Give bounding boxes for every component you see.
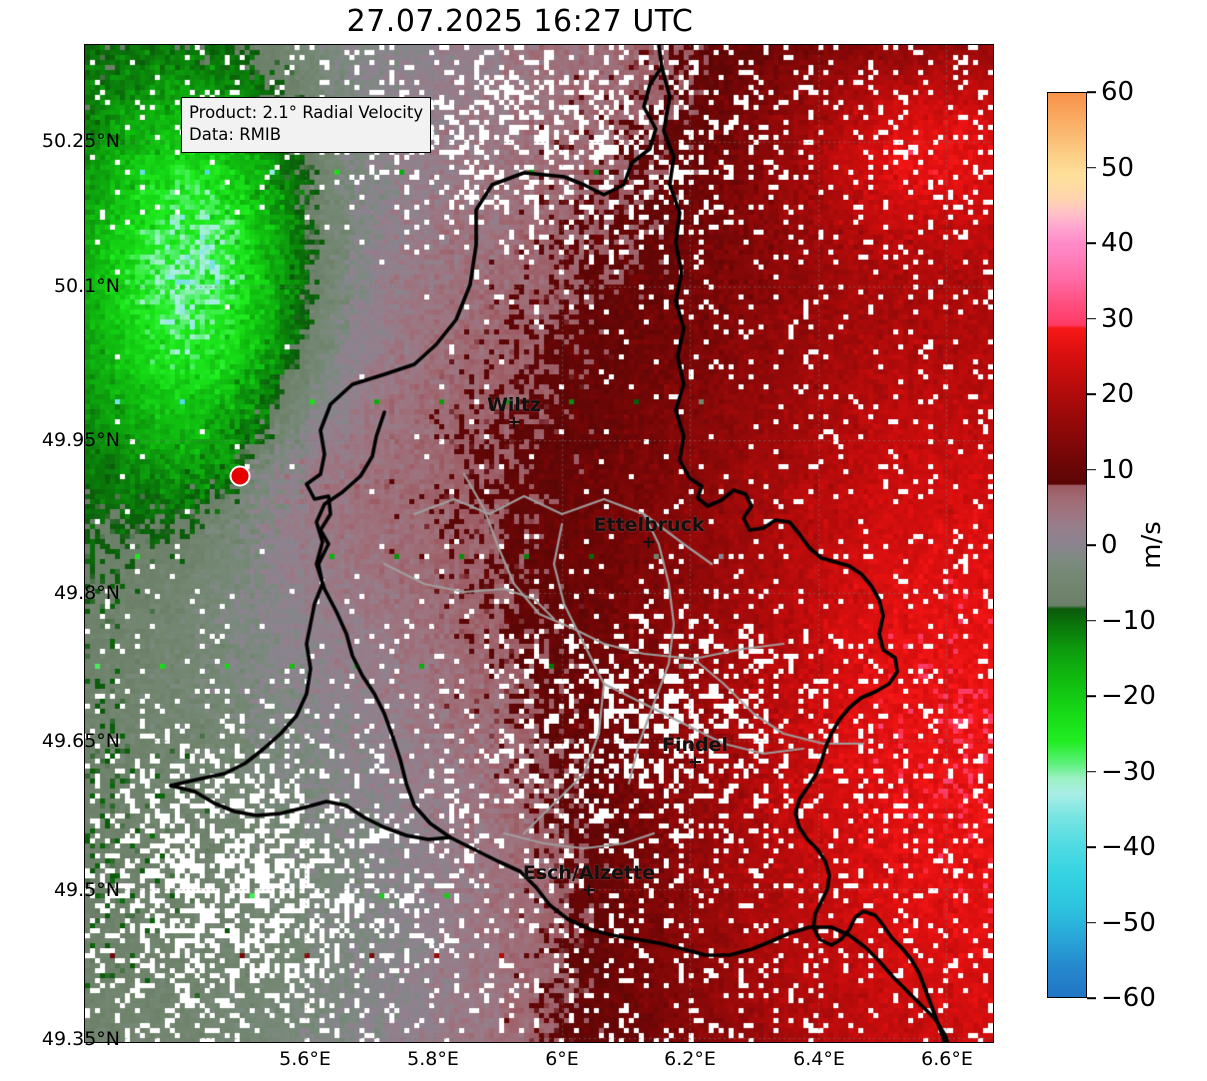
lon-tick-label: 6.4°E xyxy=(793,1048,845,1070)
lon-tick-label: 6°E xyxy=(545,1048,579,1070)
colorbar-tick-label: −10 xyxy=(1101,605,1156,636)
radar-site-icon xyxy=(229,465,251,487)
colorbar-tick-label: 30 xyxy=(1101,303,1135,334)
colorbar[interactable]: 60 50 40 30 20 10 0 −10 −20 −30 −40 −50 −60 xyxy=(1047,77,1156,1013)
colorbar-tick xyxy=(1087,770,1096,773)
colorbar-tick xyxy=(1087,393,1096,395)
colorbar-tick-label: −20 xyxy=(1101,681,1156,711)
colorbar-tick xyxy=(1087,242,1096,244)
colorbar-tick-label: −40 xyxy=(1101,832,1156,862)
colorbar-tick xyxy=(1087,619,1096,622)
radar-map-plot[interactable]: Product: 2.1° Radial Velocity Data: RMIB… xyxy=(84,44,994,1043)
colorbar-tick-label: 20 xyxy=(1101,379,1135,409)
lon-tick-label: 6.2°E xyxy=(664,1048,716,1070)
lon-tick-label: 5.6°E xyxy=(279,1048,331,1070)
colorbar-unit-label: m/s xyxy=(1137,521,1167,569)
product-info-box: Product: 2.1° Radial Velocity Data: RMIB xyxy=(181,97,432,153)
radar-velocity-field xyxy=(85,45,993,1042)
lon-tick-label: 6.6°E xyxy=(921,1048,973,1070)
colorbar-tick xyxy=(1087,695,1096,697)
colorbar-tick-label: −60 xyxy=(1101,983,1156,1013)
colorbar-tick xyxy=(1087,91,1096,93)
colorbar-tick xyxy=(1087,468,1096,471)
colorbar-tick xyxy=(1087,921,1096,924)
lat-tick-label: 49.5°N xyxy=(53,879,120,901)
colorbar-tick xyxy=(1087,997,1096,999)
colorbar-tick xyxy=(1087,317,1096,320)
lat-tick-label: 49.95°N xyxy=(41,429,120,451)
colorbar-tick-label: 60 xyxy=(1101,77,1135,107)
colorbar-tick-label: −50 xyxy=(1101,907,1156,938)
colorbar-tick-label: 40 xyxy=(1101,228,1135,258)
colorbar-tick-label: 50 xyxy=(1101,152,1135,183)
colorbar-gradient xyxy=(1047,92,1087,998)
colorbar-tick xyxy=(1087,846,1096,848)
lat-tick-label: 49.8°N xyxy=(53,582,120,604)
data-source-label: Data: RMIB xyxy=(189,125,282,145)
lat-tick-label: 50.1°N xyxy=(53,275,120,297)
colorbar-tick xyxy=(1087,166,1096,169)
lat-tick-label: 50.25°N xyxy=(41,130,120,152)
colorbar-tick-label: 10 xyxy=(1101,454,1135,485)
colorbar-tick-label: 0 xyxy=(1101,530,1118,560)
lat-tick-label: 49.35°N xyxy=(41,1028,120,1050)
product-label: Product: 2.1° Radial Velocity xyxy=(189,103,424,122)
lon-tick-label: 5.8°E xyxy=(407,1048,459,1070)
colorbar-tick-label: −30 xyxy=(1101,756,1156,787)
lat-tick-label: 49.65°N xyxy=(41,730,120,752)
page-title: 27.07.2025 16:27 UTC xyxy=(346,4,694,39)
colorbar-tick xyxy=(1087,544,1096,546)
